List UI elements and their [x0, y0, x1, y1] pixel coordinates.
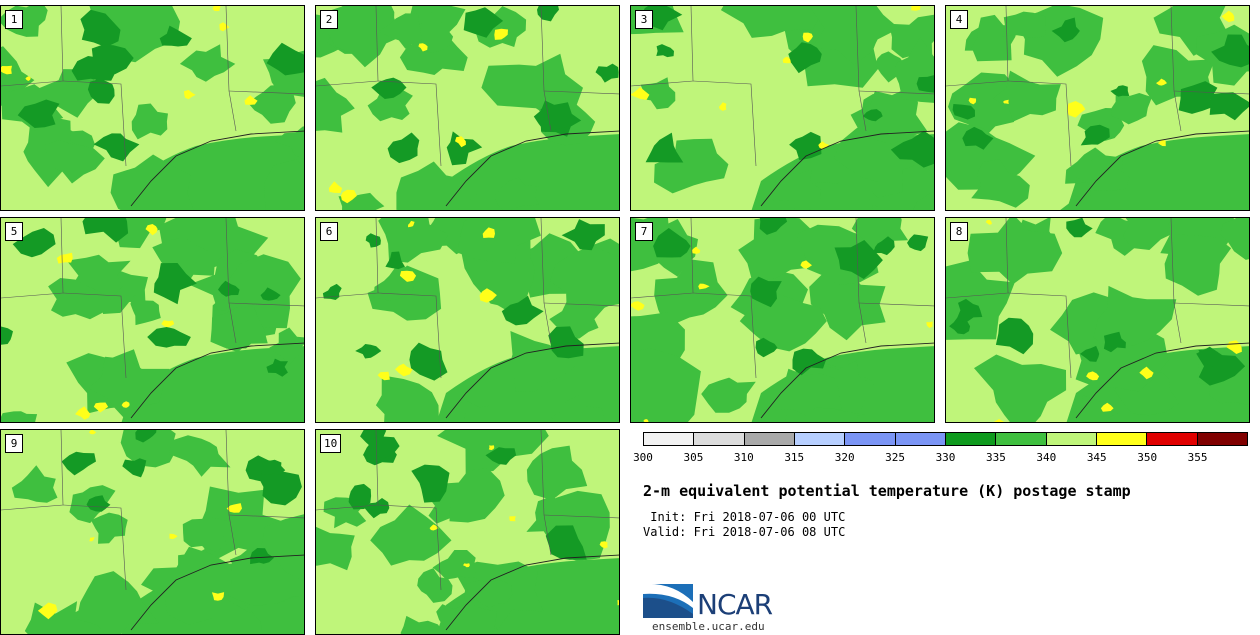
temperature-map — [631, 218, 934, 422]
colorbar-tick-label: 340 — [1036, 451, 1057, 464]
member-panel: 1 — [0, 5, 305, 211]
member-label: 4 — [950, 10, 968, 29]
site-url: ensemble.ucar.edu — [652, 620, 765, 633]
valid-time: Valid: Fri 2018-07-06 08 UTC — [643, 525, 846, 539]
colorbar-swatch — [1197, 433, 1247, 445]
member-panel: 2 — [315, 5, 620, 211]
temperature-map — [631, 6, 934, 210]
temperature-map — [1, 6, 304, 210]
temperature-map — [316, 218, 619, 422]
member-label: 8 — [950, 222, 968, 241]
colorbar-tick-label: 335 — [985, 451, 1006, 464]
colorbar-tick-label: 345 — [1086, 451, 1107, 464]
member-label: 1 — [5, 10, 23, 29]
colorbar-swatch — [1046, 433, 1097, 445]
colorbar-swatch — [1147, 433, 1198, 445]
member-label: 10 — [320, 434, 342, 453]
temperature-map — [946, 218, 1249, 422]
colorbar-swatch — [794, 433, 846, 445]
colorbar-tick-label: 325 — [885, 451, 906, 464]
member-panel: 7 — [630, 217, 935, 423]
init-time: Init: Fri 2018-07-06 00 UTC — [643, 510, 846, 524]
member-panel: 10 — [315, 429, 620, 635]
colorbar-swatch — [744, 433, 795, 445]
member-panel: 9 — [0, 429, 305, 635]
colorbar-tick-label: 305 — [683, 451, 704, 464]
colorbar-swatch — [644, 433, 695, 445]
colorbar-ticks: 300 305 310 315 320 325 330 335 340 345 350 355 — [633, 451, 1248, 465]
member-panel: 5 — [0, 217, 305, 423]
colorbar-tick-label: 330 — [935, 451, 956, 464]
colorbar-tick-label: 300 — [633, 451, 653, 464]
temperature-map — [1, 218, 304, 422]
member-label: 7 — [635, 222, 653, 241]
member-panel: 8 — [945, 217, 1250, 423]
temperature-map — [946, 6, 1249, 210]
ncar-logo-icon — [643, 583, 693, 618]
colorbar-tick-label: 355 — [1187, 451, 1208, 464]
member-panel: 4 — [945, 5, 1250, 211]
colorbar-swatch — [845, 433, 896, 445]
colorbar — [643, 432, 1248, 446]
member-label: 2 — [320, 10, 338, 29]
temperature-map — [1, 430, 304, 634]
member-panel: 3 — [630, 5, 935, 211]
colorbar-swatch — [1096, 433, 1148, 445]
colorbar-swatch — [694, 433, 745, 445]
member-label: 6 — [320, 222, 338, 241]
member-label: 3 — [635, 10, 653, 29]
colorbar-swatch — [996, 433, 1047, 445]
temperature-map — [316, 6, 619, 210]
colorbar-swatch — [945, 433, 997, 445]
member-panel: 6 — [315, 217, 620, 423]
ncar-logo-text: NCAR — [697, 588, 773, 621]
colorbar-tick-label: 315 — [784, 451, 805, 464]
member-label: 5 — [5, 222, 23, 241]
colorbar-tick-label: 310 — [733, 451, 754, 464]
colorbar-tick-label: 320 — [834, 451, 855, 464]
figure-title: 2-m equivalent potential temperature (K)… — [643, 482, 1131, 500]
temperature-map — [316, 430, 619, 634]
member-label: 9 — [5, 434, 23, 453]
colorbar-swatch — [895, 433, 946, 445]
colorbar-tick-label: 350 — [1137, 451, 1158, 464]
